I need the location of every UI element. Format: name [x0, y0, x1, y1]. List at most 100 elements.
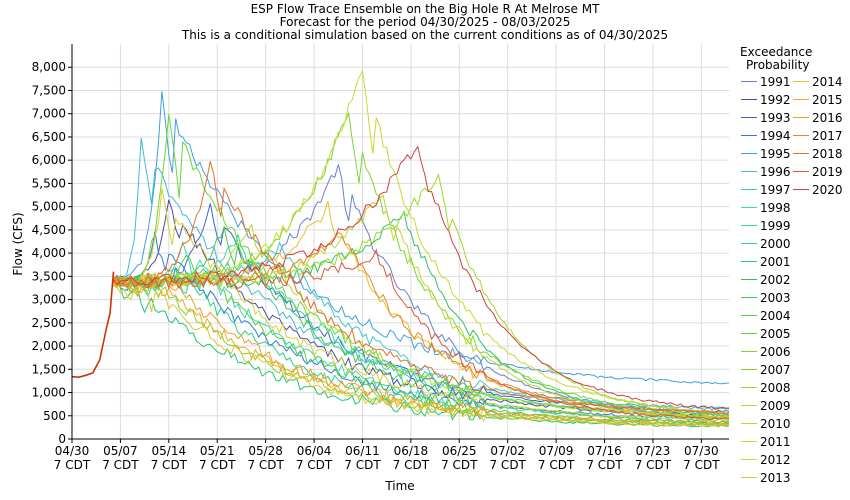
legend-label: 1995 [760, 147, 791, 161]
legend-label: 2001 [760, 255, 791, 269]
legend-swatch [793, 153, 809, 154]
legend-item-2007: 2007 [741, 364, 791, 376]
x-tick-label: 05/28 [248, 444, 283, 458]
legend-swatch [793, 81, 809, 82]
series-line-2019 [113, 248, 730, 421]
legend-label: 1997 [760, 183, 791, 197]
legend-swatch [793, 135, 809, 136]
legend-swatch [741, 477, 757, 478]
legend-swatch [741, 297, 757, 298]
chart-title: ESP Flow Trace Ensemble on the Big Hole … [250, 2, 600, 16]
plot-area [72, 44, 729, 439]
legend-label: 2018 [812, 147, 843, 161]
series-line-2014 [113, 200, 730, 419]
legend-item-2003: 2003 [741, 292, 791, 304]
legend-item-1993: 1993 [741, 112, 791, 124]
y-tick-label: 4,500 [32, 223, 66, 237]
x-tick-sublabel: 7 CDT [199, 458, 236, 472]
chart-subtitle-2: This is a conditional simulation based o… [181, 28, 669, 42]
legend-label: 1996 [760, 165, 791, 179]
legend-item-1998: 1998 [741, 202, 791, 214]
legend-swatch [741, 351, 757, 352]
x-tick-label: 07/23 [636, 444, 671, 458]
legend-label: 2016 [812, 111, 843, 125]
chart-subtitle: Forecast for the period 04/30/2025 - 08/… [279, 15, 571, 29]
legend-subtitle: Probability [746, 58, 810, 72]
legend-swatch [741, 153, 757, 154]
legend-label: 2005 [760, 327, 791, 341]
y-tick-label: 7,500 [32, 83, 66, 97]
legend-swatch [741, 423, 757, 424]
y-tick-label: 3,500 [32, 269, 66, 283]
y-tick-label: 5,500 [32, 176, 66, 190]
x-tick-label: 06/25 [442, 444, 477, 458]
y-tick-label: 500 [43, 409, 66, 423]
x-tick-label: 06/11 [345, 444, 380, 458]
x-tick-sublabel: 7 CDT [635, 458, 672, 472]
series-line-2003 [113, 225, 730, 424]
y-tick-label: 3,000 [32, 293, 66, 307]
legend-swatch [741, 243, 757, 244]
series-line-2016 [113, 273, 730, 425]
legend-label: 2002 [760, 273, 791, 287]
observed-line [71, 271, 115, 379]
y-tick-label: 7,000 [32, 107, 66, 121]
legend-swatch [741, 207, 757, 208]
legend-item-2012: 2012 [741, 454, 791, 466]
y-axis-title: Flow (CFS) [11, 212, 25, 275]
x-tick-sublabel: 7 CDT [151, 458, 188, 472]
legend-item-1991: 1991 [741, 76, 791, 88]
x-tick-label: 04/30 [55, 444, 90, 458]
series-line-2012 [113, 188, 730, 422]
legend-label: 2017 [812, 129, 843, 143]
legend-label: 2011 [760, 435, 791, 449]
legend-label: 1992 [760, 93, 791, 107]
x-tick-sublabel: 7 CDT [393, 458, 430, 472]
legend-item-1994: 1994 [741, 130, 791, 142]
series-line-2011 [113, 69, 730, 415]
legend-item-2020: 2020 [793, 184, 843, 196]
legend-label: 2019 [812, 165, 843, 179]
series-line-2008 [113, 172, 730, 415]
legend-swatch [741, 135, 757, 136]
legend-swatch [741, 117, 757, 118]
legend-label: 2013 [760, 471, 791, 485]
legend-swatch [741, 315, 757, 316]
legend-label: 2012 [760, 453, 791, 467]
legend-swatch [741, 225, 757, 226]
legend-item-2002: 2002 [741, 274, 791, 286]
x-tick-label: 07/16 [587, 444, 622, 458]
y-tick-label: 4,000 [32, 246, 66, 260]
legend-item-2014: 2014 [793, 76, 843, 88]
legend-swatch [741, 99, 757, 100]
legend-item-2010: 2010 [741, 418, 791, 430]
x-tick-label: 07/02 [490, 444, 525, 458]
x-tick-label: 07/30 [684, 444, 719, 458]
legend-item-2004: 2004 [741, 310, 791, 322]
legend-item-2008: 2008 [741, 382, 791, 394]
legend-item-2009: 2009 [741, 400, 791, 412]
legend-label: 1999 [760, 219, 791, 233]
legend-label: 1994 [760, 129, 791, 143]
legend-item-2019: 2019 [793, 166, 843, 178]
legend-item-2011: 2011 [741, 436, 791, 448]
x-tick-sublabel: 7 CDT [586, 458, 623, 472]
legend-label: 2004 [760, 309, 791, 323]
y-tick-label: 1,500 [32, 362, 66, 376]
legend-label: 2010 [760, 417, 791, 431]
legend-item-2005: 2005 [741, 328, 791, 340]
legend-item-1999: 1999 [741, 220, 791, 232]
legend-swatch [741, 369, 757, 370]
legend-label: 1998 [760, 201, 791, 215]
x-tick-label: 06/18 [394, 444, 429, 458]
legend-label: 2000 [760, 237, 791, 251]
legend-swatch [793, 117, 809, 118]
legend-item-2016: 2016 [793, 112, 843, 124]
x-tick-sublabel: 7 CDT [247, 458, 284, 472]
legend-item-1995: 1995 [741, 148, 791, 160]
legend-swatch [741, 171, 757, 172]
series-line-2007 [113, 272, 730, 427]
x-axis-title: Time [384, 479, 414, 493]
y-tick-label: 6,500 [32, 130, 66, 144]
